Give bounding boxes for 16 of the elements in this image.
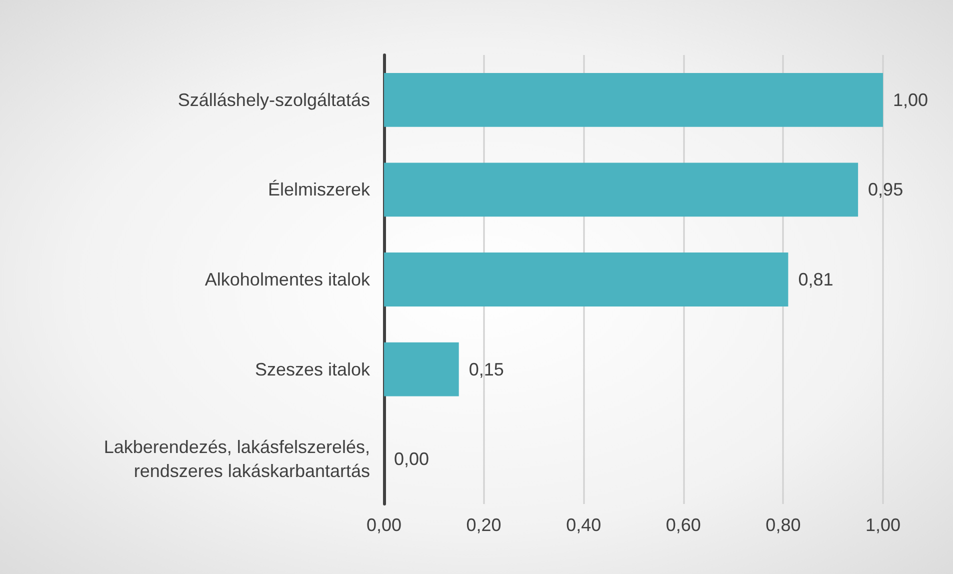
data-label: 0,95 (868, 180, 904, 200)
x-tick-label: 1,00 (865, 515, 901, 535)
y-tick-label: Élelmiszerek (268, 180, 371, 200)
x-tick-label: 0,60 (666, 515, 701, 535)
x-tick-label: 0,00 (366, 515, 402, 535)
x-tick-label: 0,20 (466, 515, 502, 535)
y-tick-label: Alkoholmentes italok (204, 270, 371, 290)
y-tick-label: Lakberendezés, lakásfelszerelés, rendszeres lakáskarbantartás (104, 437, 370, 482)
x-tick-label: 0,40 (566, 515, 602, 535)
data-label: 0,81 (798, 270, 834, 290)
data-label: 0,15 (468, 359, 504, 380)
y-tick-label: Szálláshely-szolgáltatás (178, 90, 370, 110)
data-label: 0,00 (394, 449, 430, 470)
data-label: 1,00 (893, 90, 928, 110)
x-tick-label: 0,80 (766, 515, 801, 535)
y-tick-label: Szeszes italok (254, 359, 371, 380)
